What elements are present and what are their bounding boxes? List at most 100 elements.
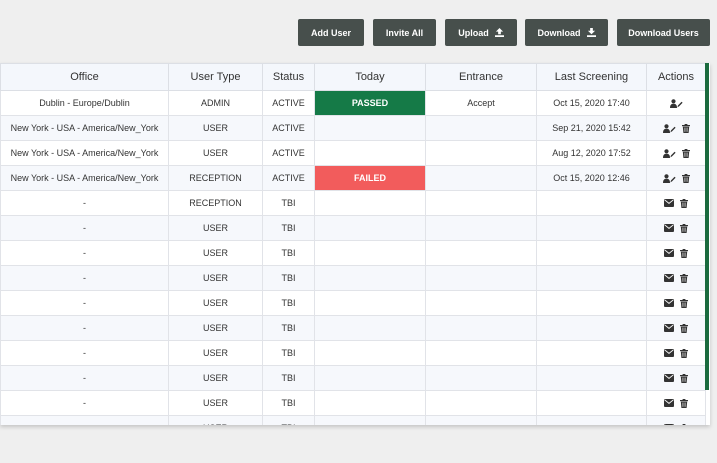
today-cell [314,290,426,316]
download-users-button[interactable]: Download Users [617,19,710,46]
status-cell: TBI [262,190,315,216]
status-cell: TBI [262,265,315,291]
trash-icon[interactable] [680,323,688,333]
table-row[interactable]: New York - USA - America/New_York USER ACT… [0,140,706,166]
accent-bar [705,63,709,390]
office-cell: - [0,240,169,266]
user-type-cell: USER [168,140,263,166]
trash-icon[interactable] [681,148,690,158]
download-users-label: Download Users [628,27,699,38]
status-cell: ACTIVE [262,115,315,141]
user-type-cell: USER [168,265,263,291]
envelope-icon[interactable] [664,399,674,407]
entrance-cell [425,240,537,266]
trash-icon[interactable] [680,273,688,283]
upload-icon [494,28,504,37]
user-type-cell: USER [168,415,263,425]
envelope-icon[interactable] [664,224,674,232]
trash-icon[interactable] [681,173,690,183]
table-row[interactable]: New York - USA - America/New_York USER ACT… [0,115,706,141]
table-row[interactable]: - RECEPTION TBI [0,190,706,216]
header-user-type[interactable]: User Type [168,63,263,91]
envelope-icon[interactable] [664,249,674,257]
office-cell: - [0,265,169,291]
envelope-icon[interactable] [664,424,674,425]
today-cell: PASSED [314,90,426,116]
trash-icon[interactable] [680,423,688,425]
actions-cell [646,415,706,425]
invite-all-label: Invite All [385,27,424,38]
status-cell: TBI [262,365,315,391]
header-office[interactable]: Office [0,63,169,91]
entrance-cell [425,315,537,341]
last-screening-cell [536,365,647,391]
envelope-icon[interactable] [664,349,674,357]
entrance-cell [425,390,537,416]
header-status[interactable]: Status [262,63,315,91]
trash-icon[interactable] [681,123,690,133]
envelope-icon[interactable] [664,199,674,207]
office-cell: New York - USA - America/New_York [0,140,169,166]
trash-icon[interactable] [680,298,688,308]
download-button[interactable]: Download [525,19,608,46]
last-screening-cell [536,290,647,316]
table-body: Dublin - Europe/Dublin ADMIN ACTIVE PASSED A… [0,90,706,425]
add-user-label: Add User [310,27,351,38]
invite-all-button[interactable]: Invite All [373,19,436,46]
envelope-icon[interactable] [664,324,674,332]
status-cell: ACTIVE [262,140,315,166]
status-cell: TBI [262,240,315,266]
upload-button[interactable]: Upload [445,19,517,46]
today-cell [314,140,426,166]
edit-user-icon[interactable] [662,123,676,133]
today-cell [314,390,426,416]
trash-icon[interactable] [680,398,688,408]
trash-icon[interactable] [680,348,688,358]
table-row[interactable]: New York - USA - America/New_York RECEPTI… [0,165,706,191]
status-cell: TBI [262,290,315,316]
trash-icon[interactable] [680,223,688,233]
envelope-icon[interactable] [664,299,674,307]
actions-cell [646,340,706,366]
last-screening-cell [536,215,647,241]
header-today[interactable]: Today [314,63,426,91]
last-screening-cell: Aug 12, 2020 17:52 [536,140,647,166]
header-entrance[interactable]: Entrance [425,63,537,91]
add-user-button[interactable]: Add User [298,19,364,46]
last-screening-cell [536,265,647,291]
envelope-icon[interactable] [664,274,674,282]
envelope-icon[interactable] [664,374,674,382]
header-last-screening[interactable]: Last Screening [536,63,647,91]
users-table-panel: Office User Type Status Today Entrance L… [0,63,710,425]
actions-cell [646,115,706,141]
user-type-cell: USER [168,215,263,241]
trash-icon[interactable] [680,198,688,208]
edit-user-icon[interactable] [662,148,676,158]
last-screening-cell [536,190,647,216]
entrance-cell [425,115,537,141]
status-cell: ACTIVE [262,165,315,191]
last-screening-cell: Oct 15, 2020 17:40 [536,90,647,116]
today-cell [314,340,426,366]
edit-user-icon[interactable] [662,173,676,183]
actions-cell [646,390,706,416]
entrance-cell [425,265,537,291]
edit-user-icon[interactable] [669,98,683,108]
table-row[interactable]: Dublin - Europe/Dublin ADMIN ACTIVE PASSED A… [0,90,706,116]
today-cell [314,365,426,391]
office-cell: - [0,315,169,341]
entrance-cell: Accept [425,90,537,116]
trash-icon[interactable] [680,248,688,258]
trash-icon[interactable] [680,373,688,383]
last-screening-cell: Sep 21, 2020 15:42 [536,115,647,141]
header-actions: Actions [646,63,706,91]
